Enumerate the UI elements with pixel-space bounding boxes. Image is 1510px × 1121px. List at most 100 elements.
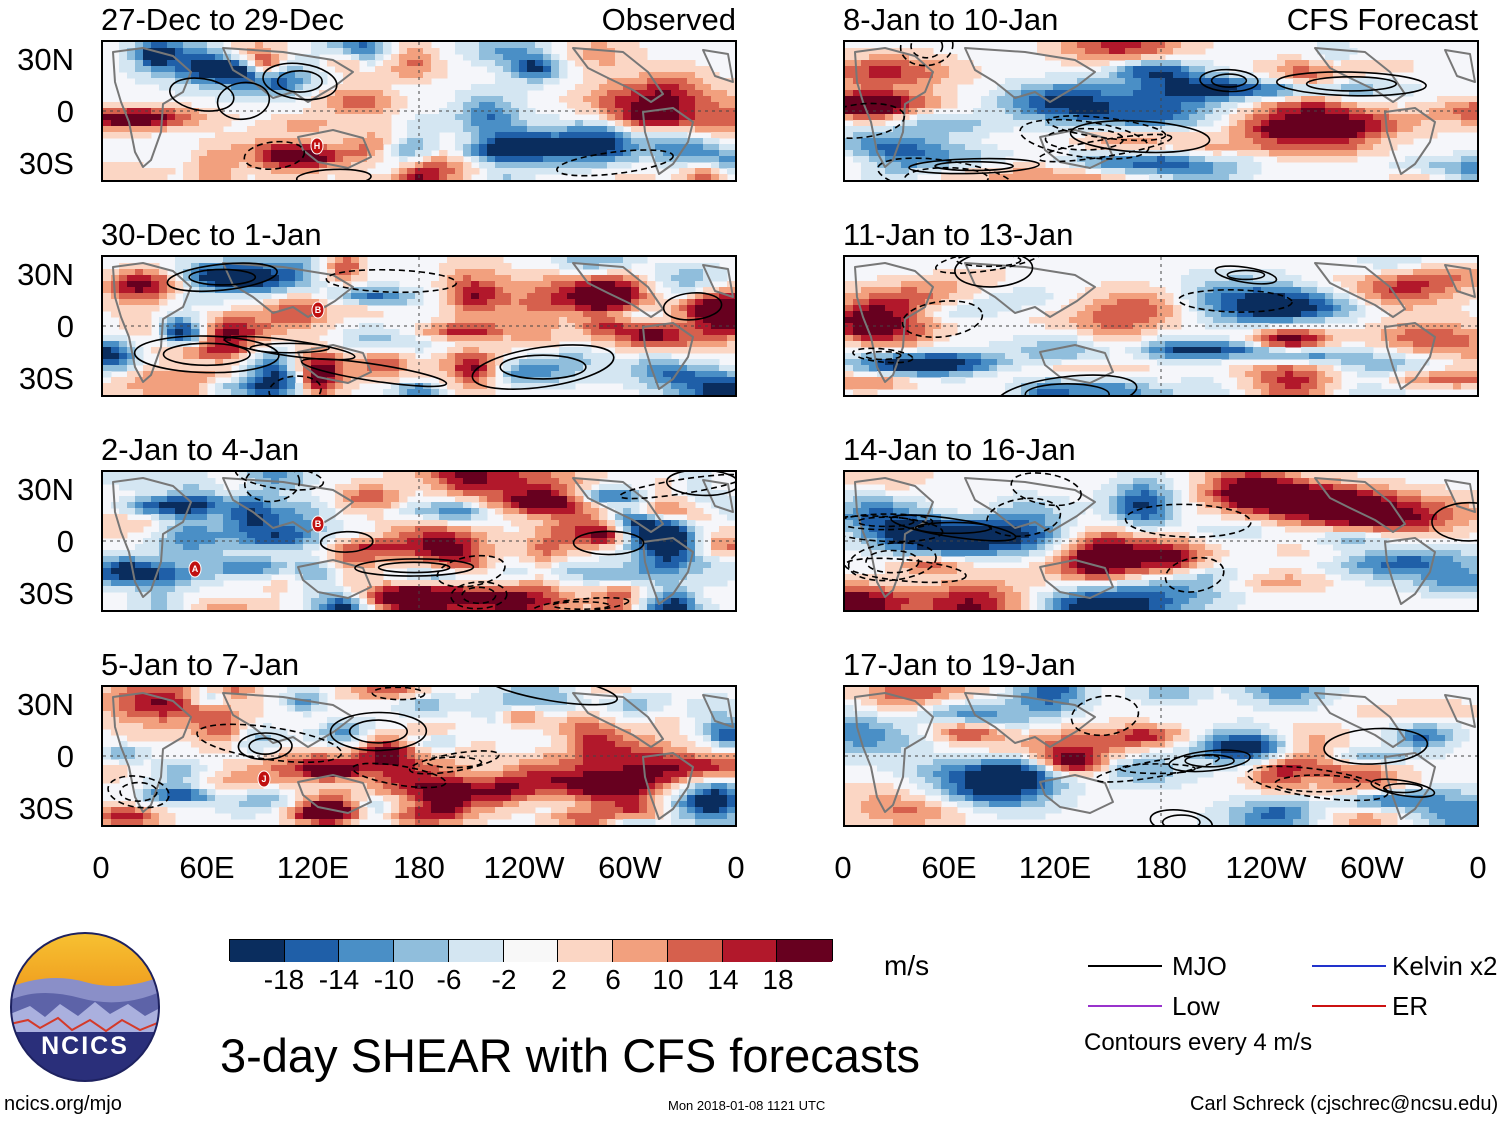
coastline <box>1314 692 1406 748</box>
coastline <box>222 477 354 533</box>
mjo-contour <box>1370 778 1436 798</box>
storm-marker-letter: J <box>261 774 266 784</box>
mjo-contour <box>484 687 619 706</box>
colorbar-swatch <box>448 940 504 962</box>
shear-cells <box>103 687 735 825</box>
coastline <box>964 47 1096 103</box>
lon-label: 0 <box>834 850 852 885</box>
storm-marker: H <box>310 137 324 155</box>
shear-field: B <box>103 257 735 395</box>
panel-title-left-3: 2-Jan to 4-Jan <box>101 432 300 467</box>
coastline <box>112 477 192 598</box>
coastline <box>222 47 354 103</box>
coastline <box>1384 537 1436 605</box>
coastline <box>297 129 372 169</box>
lat-label-30n: 30N <box>17 472 74 507</box>
mjo-contour <box>1184 754 1235 768</box>
coastline <box>1384 752 1436 820</box>
panel-title-left-1: 27-Dec to 29-Dec <box>101 2 344 37</box>
colorbar-swatch <box>613 940 668 962</box>
coastline <box>854 692 934 813</box>
colorbar-swatch <box>777 940 832 962</box>
lat-label-30n: 30N <box>17 687 74 722</box>
panel-title-right-1: 8-Jan to 10-Jan <box>843 2 1059 37</box>
coastline <box>1314 477 1406 533</box>
ncics-logo-text: NCICS <box>41 1032 129 1060</box>
mjo-contour <box>461 586 497 605</box>
lat-label-eq: 0 <box>56 524 74 559</box>
lon-label: 120W <box>483 850 565 885</box>
coastline <box>572 262 664 318</box>
coastline <box>964 692 1096 748</box>
mjo-contour <box>1164 556 1225 593</box>
mjo-contour <box>1024 382 1110 395</box>
map-panel-left-1: H <box>101 40 737 182</box>
lon-label: 60W <box>598 850 662 885</box>
mjo-contour <box>300 357 448 388</box>
cfs-forecast-label: CFS Forecast <box>1286 2 1478 37</box>
lat-label-30n: 30N <box>17 42 74 77</box>
mjo-contour <box>954 257 1034 288</box>
storm-marker: B <box>311 301 325 319</box>
coastline <box>1444 49 1476 83</box>
mjo-contour <box>556 149 674 177</box>
mjo-contour <box>162 342 251 367</box>
mjo-contour <box>268 375 322 395</box>
mjo-contour <box>1095 754 1221 783</box>
mjo-contour <box>499 354 587 380</box>
footer-timestamp: Mon 2018-01-08 1121 UTC <box>668 1098 826 1113</box>
coastline <box>222 692 354 748</box>
colorbar-tick-label: -18 <box>263 964 305 995</box>
shear-cells <box>103 257 735 395</box>
mjo-contour <box>1199 68 1259 93</box>
mjo-contour <box>1275 71 1427 97</box>
map-panel-left-2: B <box>101 255 737 397</box>
coastline <box>964 477 1096 533</box>
storm-marker-letter: B <box>315 305 322 315</box>
coastline <box>1039 774 1114 814</box>
lat-label-30s: 30S <box>18 576 74 611</box>
mjo-contour <box>377 561 451 574</box>
coastline <box>1039 559 1114 599</box>
mjo-contour <box>426 756 483 769</box>
coastline <box>854 262 934 383</box>
footer-site-link[interactable]: ncics.org/mjo <box>4 1093 122 1115</box>
mjo-contour <box>1069 119 1211 154</box>
coastline <box>1444 694 1476 728</box>
mjo-contour <box>276 70 323 93</box>
storm-marker-letter: A <box>192 564 199 574</box>
lat-label-30n: 30N <box>17 257 74 292</box>
colorbar-swatch <box>667 940 723 962</box>
mjo-contour <box>133 335 280 374</box>
coastline <box>1384 107 1436 175</box>
ncics-logo-graphic <box>10 932 160 1082</box>
mjo-contour <box>237 732 293 761</box>
footer-credit: Carl Schreck (cjschrec@ncsu.edu) <box>1190 1093 1499 1115</box>
coastline <box>297 559 372 599</box>
coastline <box>642 537 694 605</box>
mjo-contour <box>1210 73 1248 88</box>
colorbar-tick-label: 14 <box>707 964 739 995</box>
colorbar-tick-label: -2 <box>491 964 517 995</box>
lon-label: 120E <box>1018 850 1092 885</box>
coastline <box>572 47 664 103</box>
storm-marker: B <box>311 515 325 533</box>
mjo-contour <box>169 77 235 112</box>
lon-label: 180 <box>393 850 445 885</box>
coastline <box>1444 264 1476 298</box>
lon-label: 0 <box>92 850 110 885</box>
shear-field <box>845 257 1477 395</box>
mjo-contour <box>876 157 1016 180</box>
colorbar-tick-label: -14 <box>318 964 360 995</box>
shear-field: BA <box>103 472 735 610</box>
mjo-contour <box>910 42 944 59</box>
mjo-contour <box>248 737 283 755</box>
panel-title-right-2: 11-Jan to 13-Jan <box>843 217 1074 252</box>
mjo-contour <box>1119 763 1196 775</box>
colorbar-swatch <box>394 940 449 962</box>
mjo-contour <box>532 596 630 610</box>
mjo-contour <box>856 516 915 528</box>
coastline <box>1314 262 1406 318</box>
lon-label: 0 <box>1469 850 1487 885</box>
shear-field <box>845 42 1477 180</box>
